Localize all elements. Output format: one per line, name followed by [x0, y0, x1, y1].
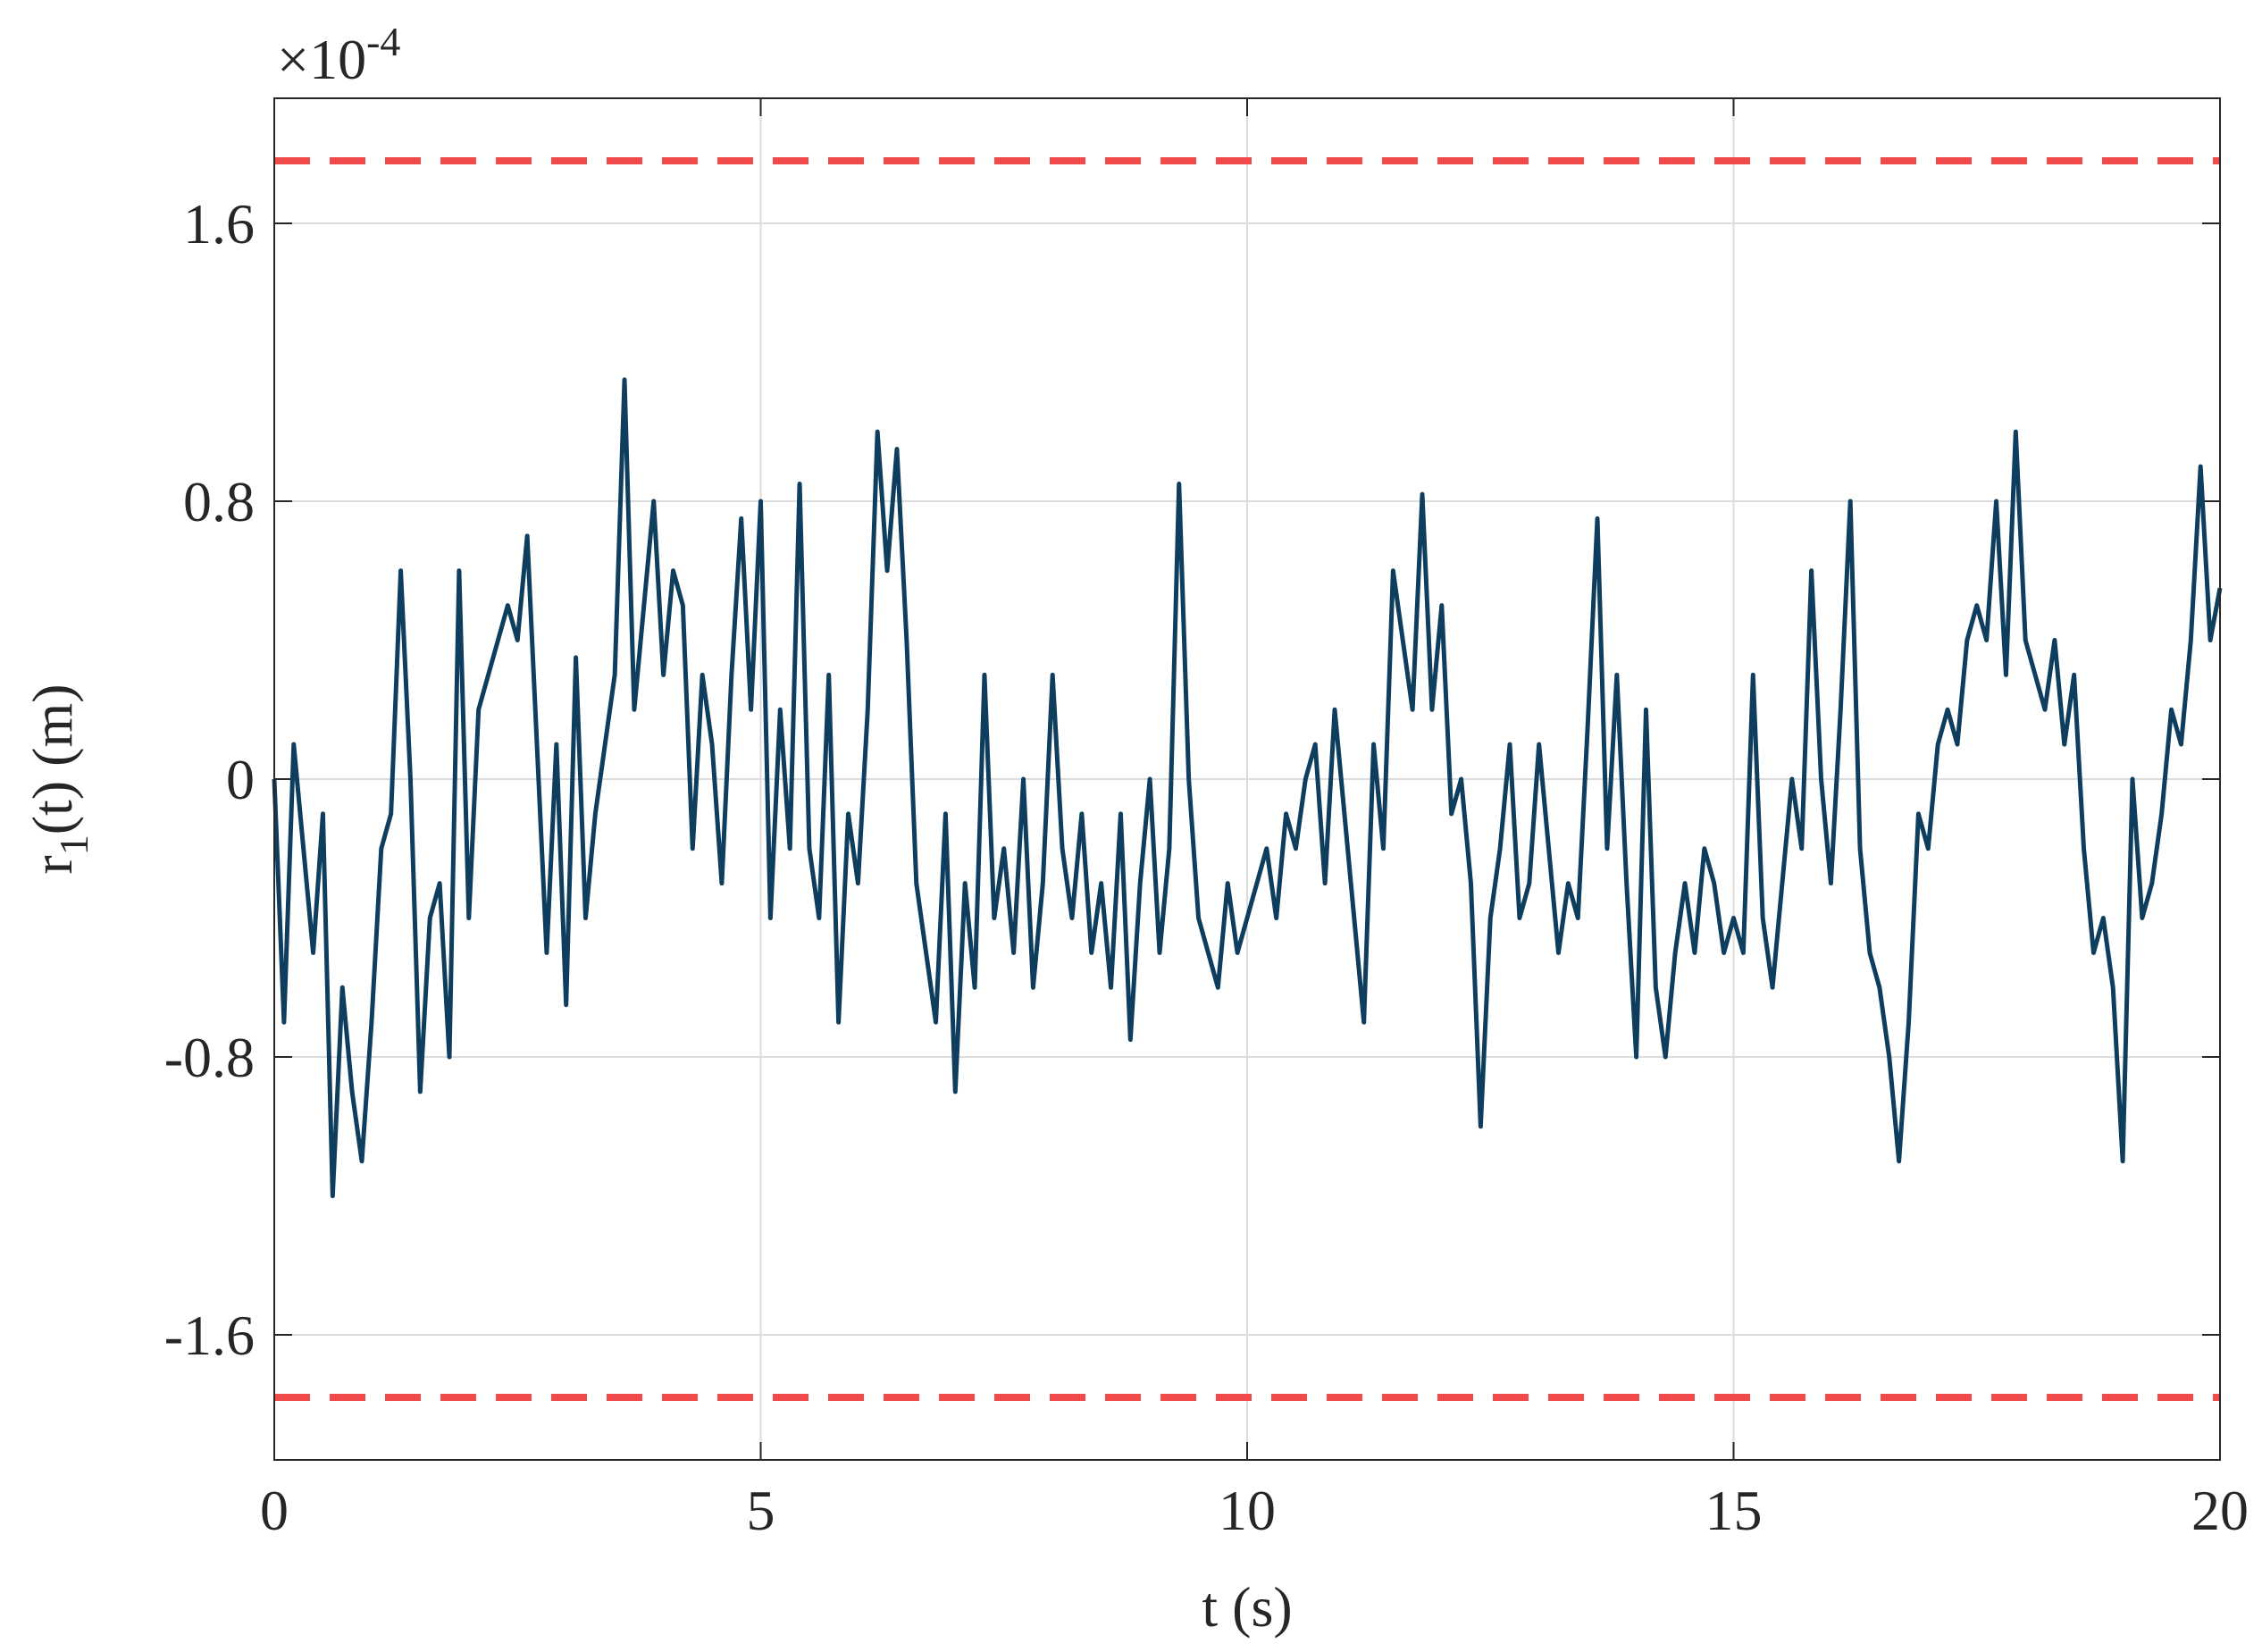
y-label-rest: (t) (m) — [21, 683, 84, 834]
y-label-sub: 1 — [51, 834, 96, 855]
y-tick-label: 0.8 — [183, 470, 255, 533]
y-label-main: r — [21, 855, 84, 874]
x-tick-label: 0 — [260, 1479, 289, 1542]
multiplier-base: ×10 — [277, 28, 366, 91]
y-tick-label: 0 — [226, 748, 255, 811]
y-axis-label: r1(t) (m) — [21, 683, 96, 874]
y-tick-label: 1.6 — [183, 192, 255, 256]
x-tick-label: 5 — [747, 1479, 775, 1542]
data-line — [272, 377, 2223, 1199]
multiplier-exponent: -4 — [366, 19, 400, 64]
x-tick-label: 10 — [1219, 1479, 1276, 1542]
axes-box — [273, 97, 2221, 1461]
y-tick-label: -0.8 — [164, 1026, 255, 1089]
y-tick-label: -1.6 — [164, 1304, 255, 1367]
x-tick-label: 20 — [2191, 1479, 2249, 1542]
x-tick-label: 15 — [1705, 1479, 1763, 1542]
axis-multiplier: ×10-4 — [277, 19, 400, 91]
x-axis-label: t (s) — [1202, 1575, 1292, 1639]
